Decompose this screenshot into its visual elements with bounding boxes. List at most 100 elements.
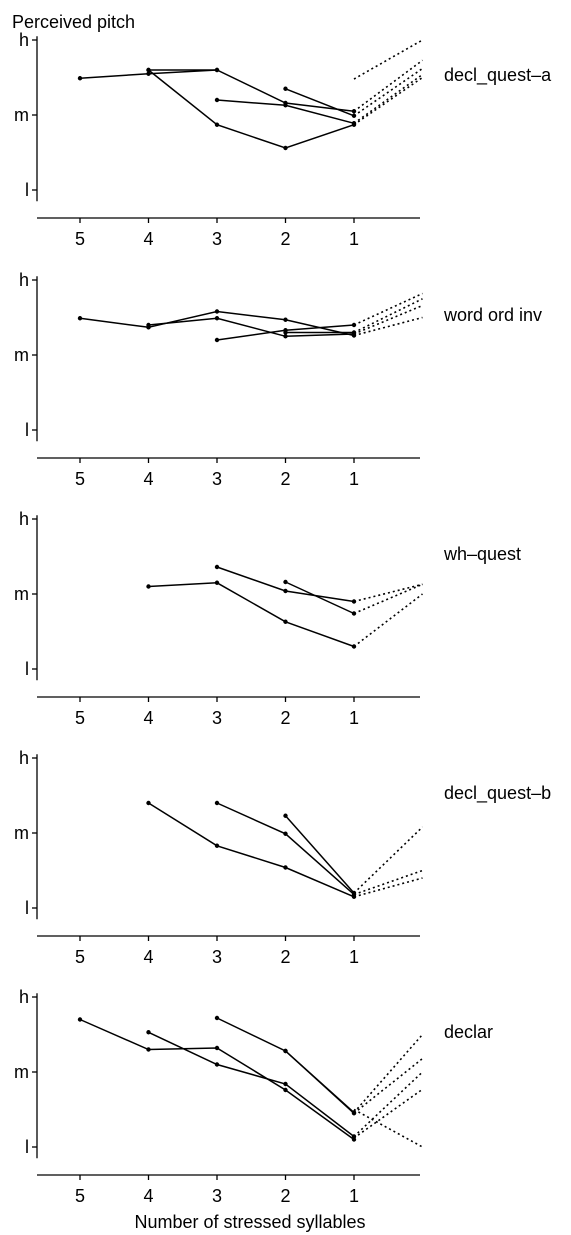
series-line-1 [148, 582, 355, 648]
panel-label: decl_quest–b [444, 783, 551, 804]
series-line-2 [148, 69, 355, 113]
data-point [214, 564, 220, 570]
chart-title: Perceived pitch [12, 12, 135, 32]
data-point [146, 67, 151, 73]
data-point [214, 316, 220, 321]
x-tick-label-4: 4 [143, 229, 153, 249]
projection-line-1 [353, 826, 424, 894]
x-axis-label: Number of stressed syllables [134, 1212, 365, 1232]
data-point [146, 584, 151, 589]
x-tick-label-5: 5 [75, 947, 85, 967]
x-tick-label-3: 3 [212, 469, 222, 489]
data-point [351, 599, 357, 604]
x-tick-label-5: 5 [75, 1186, 85, 1206]
projection-line-5 [353, 76, 423, 126]
data-point [283, 813, 288, 818]
x-tick-label-3: 3 [212, 1186, 222, 1206]
data-point [283, 145, 288, 151]
x-tick-label-3: 3 [212, 947, 222, 967]
data-point [283, 579, 288, 585]
y-tick-label-h: h [19, 987, 29, 1007]
projection-line-2 [353, 59, 423, 112]
x-tick-label-3: 3 [212, 229, 222, 249]
y-tick-label-m: m [14, 823, 29, 843]
y-tick-label-h: h [19, 748, 29, 768]
x-tick-label-4: 4 [143, 708, 153, 728]
series-line-2 [148, 1031, 355, 1138]
series-line-1 [79, 317, 149, 329]
panel-1: h m l 5 4 3 2 1 decl_quest–a [14, 30, 552, 249]
panel-label: wh–quest [443, 544, 521, 564]
data-point [146, 1047, 151, 1052]
data-point [351, 121, 357, 126]
x-tick-label-2: 2 [280, 469, 290, 489]
data-point [77, 316, 83, 321]
x-tick-label-5: 5 [75, 469, 85, 489]
panel-label: word ord inv [443, 305, 542, 325]
projection-line-1 [353, 39, 423, 80]
y-tick-label-l: l [25, 1137, 29, 1157]
data-point [351, 109, 357, 114]
x-tick-label-4: 4 [143, 1186, 153, 1206]
data-point [146, 1030, 151, 1035]
data-point [351, 1134, 357, 1139]
projection-line-5 [353, 1108, 423, 1148]
x-tick-label-2: 2 [280, 708, 290, 728]
panel-5: h m l 5 4 3 2 1 declar [14, 987, 493, 1206]
data-point [351, 322, 357, 328]
y-tick-label-l: l [25, 180, 29, 200]
x-tick-label-2: 2 [280, 229, 290, 249]
x-tick-label-2: 2 [280, 947, 290, 967]
data-point [351, 890, 357, 896]
x-tick-label-1: 1 [349, 1186, 359, 1206]
data-point [214, 1045, 220, 1051]
projection-line-4 [353, 1088, 423, 1139]
panel-4: h m l 5 4 3 2 1 decl_quest–b [14, 748, 551, 967]
data-point [214, 97, 220, 103]
data-point [77, 76, 83, 81]
series-line-3 [216, 1017, 355, 1114]
series-line-5 [285, 88, 355, 117]
projection-line-3 [353, 593, 423, 648]
series-line-1 [148, 802, 355, 898]
x-tick-label-3: 3 [212, 708, 222, 728]
projection-line-1 [353, 583, 423, 603]
projection-line-4 [353, 316, 423, 337]
data-point [214, 337, 220, 343]
data-point [283, 330, 288, 335]
projection-line-3 [353, 877, 423, 898]
y-tick-label-l: l [25, 420, 29, 440]
data-point [283, 1081, 288, 1087]
data-point [283, 317, 288, 322]
data-point [351, 1110, 357, 1115]
x-tick-label-1: 1 [349, 947, 359, 967]
series-line-1 [79, 1018, 355, 1141]
series-line-3 [148, 317, 355, 338]
data-point [77, 1017, 83, 1022]
data-point [283, 865, 288, 870]
data-point [283, 831, 288, 836]
y-tick-label-h: h [19, 270, 29, 290]
x-tick-label-5: 5 [75, 229, 85, 249]
data-point [283, 619, 288, 624]
x-tick-label-1: 1 [349, 229, 359, 249]
data-point [283, 103, 288, 108]
series-line-4 [284, 1050, 355, 1114]
x-tick-label-1: 1 [349, 469, 359, 489]
y-tick-label-m: m [14, 1062, 29, 1082]
projection-line-1 [353, 1033, 424, 1114]
data-point [351, 644, 357, 649]
y-tick-label-m: m [14, 584, 29, 604]
data-point [283, 334, 288, 339]
x-tick-label-1: 1 [349, 708, 359, 728]
data-point [146, 71, 151, 76]
data-point [214, 843, 220, 848]
data-point [283, 588, 288, 594]
projection-line-3 [353, 304, 423, 335]
data-point [214, 309, 220, 314]
x-tick-label-2: 2 [280, 1186, 290, 1206]
y-tick-label-m: m [14, 345, 29, 365]
data-point [283, 1087, 288, 1093]
panel-label: declar [444, 1022, 493, 1042]
